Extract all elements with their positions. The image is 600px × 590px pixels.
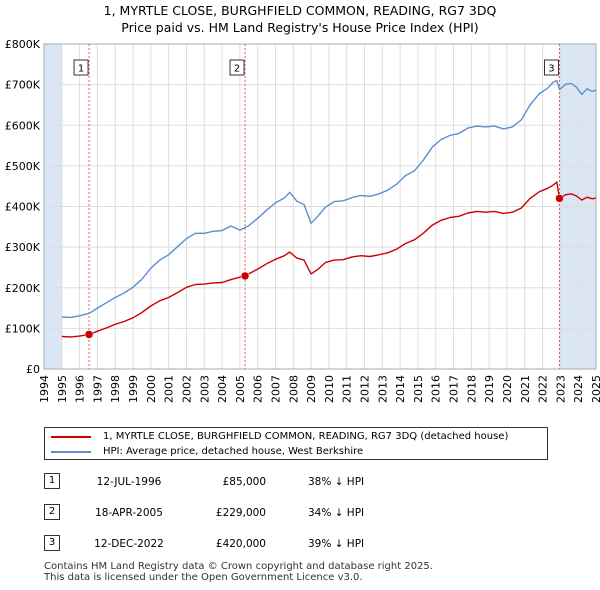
x-tick-label: 2022 <box>537 375 550 403</box>
x-tick-label: 2013 <box>376 375 389 403</box>
x-tick-label: 2025 <box>590 375 600 403</box>
y-tick-label: £700K <box>5 79 41 92</box>
price-chart: £0 £100K £200K £300K £400K £500K £600K £700K £80… <box>5 38 600 403</box>
sale-hpi-diff: 39% ↓ HPI <box>308 538 365 550</box>
property-price-line <box>61 181 597 338</box>
sale-point <box>240 271 250 281</box>
sale-marker-box: 1 <box>73 59 89 76</box>
legend-label-property: 1, MYRTLE CLOSE, BURGHFIELD COMMON, READ… <box>103 431 509 442</box>
x-tick-label: 2004 <box>216 375 229 403</box>
chart-title: 1, MYRTLE CLOSE, BURGHFIELD COMMON, READ… <box>0 2 600 36</box>
chart-title-line1: 1, MYRTLE CLOSE, BURGHFIELD COMMON, READ… <box>103 3 497 18</box>
y-tick-label: £200K <box>5 282 41 295</box>
plot-border <box>43 43 597 370</box>
x-tick-label: 1994 <box>38 375 51 403</box>
x-tick-label: 2024 <box>572 375 585 403</box>
x-tick-label: 2009 <box>305 375 318 403</box>
sale-date: 12-DEC-2022 <box>94 538 164 550</box>
y-tick-label: £400K <box>5 201 41 214</box>
sale-price: £85,000 <box>222 476 266 488</box>
x-tick-label: 2006 <box>252 375 265 403</box>
sale-number-badge: 1 <box>44 473 60 489</box>
x-tick-label: 2020 <box>501 375 514 403</box>
chart-legend: 1, MYRTLE CLOSE, BURGHFIELD COMMON, READ… <box>44 427 548 460</box>
sale-row: 2 18-APR-2005 £229,000 34% ↓ HPI <box>0 503 600 523</box>
sale-point <box>84 330 94 339</box>
sale-marker-box-frame <box>229 59 245 76</box>
x-tick-label: 2017 <box>448 375 461 403</box>
x-tick-label: 2019 <box>483 375 496 403</box>
sale-marker-box: 3 <box>543 59 559 76</box>
sale-date: 12-JUL-1996 <box>96 476 162 488</box>
chart-title-line2: Price paid vs. HM Land Registry's House … <box>121 20 479 35</box>
x-tick-label: 2003 <box>198 375 211 403</box>
x-tick-label: 1999 <box>127 375 140 403</box>
x-tick-label: 2001 <box>163 375 176 403</box>
x-tick-label: 2021 <box>519 375 532 403</box>
legend-swatch-hpi <box>51 451 91 453</box>
sale-price: £229,000 <box>215 507 266 519</box>
x-tick-label: 2023 <box>554 375 567 403</box>
x-tick-label: 2008 <box>287 375 300 403</box>
sale-price: £420,000 <box>215 538 266 550</box>
sale-hpi-diff: 34% ↓ HPI <box>308 507 365 519</box>
y-tick-label: £0 <box>26 363 40 376</box>
sale-marker-number: 3 <box>548 64 554 75</box>
x-tick-label: 2011 <box>341 375 354 403</box>
x-tick-label: 2002 <box>180 375 193 403</box>
x-tick-label: 2015 <box>412 375 425 403</box>
sale-hpi-diff: 38% ↓ HPI <box>308 476 365 488</box>
legend-swatch-property <box>51 436 91 438</box>
y-tick-label: £500K <box>5 160 41 173</box>
footer-line1: Contains HM Land Registry data © Crown c… <box>44 561 433 572</box>
sale-number-badge: 3 <box>44 535 60 551</box>
sale-marker-number: 2 <box>234 64 240 75</box>
y-tick-label: £300K <box>5 241 41 254</box>
footer-attribution: Contains HM Land Registry data © Crown c… <box>44 561 433 583</box>
hpi-line <box>61 79 597 319</box>
x-tick-label: 2010 <box>323 375 336 403</box>
x-tick-label: 2016 <box>430 375 443 403</box>
footer-line2: This data is licensed under the Open Gov… <box>44 572 363 583</box>
sale-marker-box: 2 <box>229 59 245 76</box>
x-tick-label: 2007 <box>269 375 282 403</box>
x-tick-label: 2012 <box>359 375 372 403</box>
sale-marker-box-frame <box>543 59 559 76</box>
x-tick-label: 1998 <box>109 375 122 403</box>
y-tick-label: £800K <box>5 38 41 51</box>
y-tick-label: £600K <box>5 119 41 132</box>
x-tick-label: 1995 <box>56 375 69 403</box>
sale-row: 1 12-JUL-1996 £85,000 38% ↓ HPI <box>0 472 600 492</box>
y-tick-label: £100K <box>5 322 41 335</box>
sale-marker-number: 1 <box>78 64 84 75</box>
sale-marker-box-frame <box>73 59 89 76</box>
x-tick-label: 1996 <box>74 375 87 403</box>
x-tick-label: 1997 <box>91 375 104 403</box>
x-tick-label: 2018 <box>465 375 478 403</box>
x-tick-label: 2005 <box>234 375 247 403</box>
sale-date: 18-APR-2005 <box>95 507 163 519</box>
sale-number-badge: 2 <box>44 504 60 520</box>
sale-point <box>555 194 564 203</box>
x-tick-label: 2000 <box>145 375 158 403</box>
sale-row: 3 12-DEC-2022 £420,000 39% ↓ HPI <box>0 534 600 554</box>
x-tick-label: 2014 <box>394 375 407 403</box>
legend-label-hpi: HPI: Average price, detached house, West… <box>103 446 364 457</box>
